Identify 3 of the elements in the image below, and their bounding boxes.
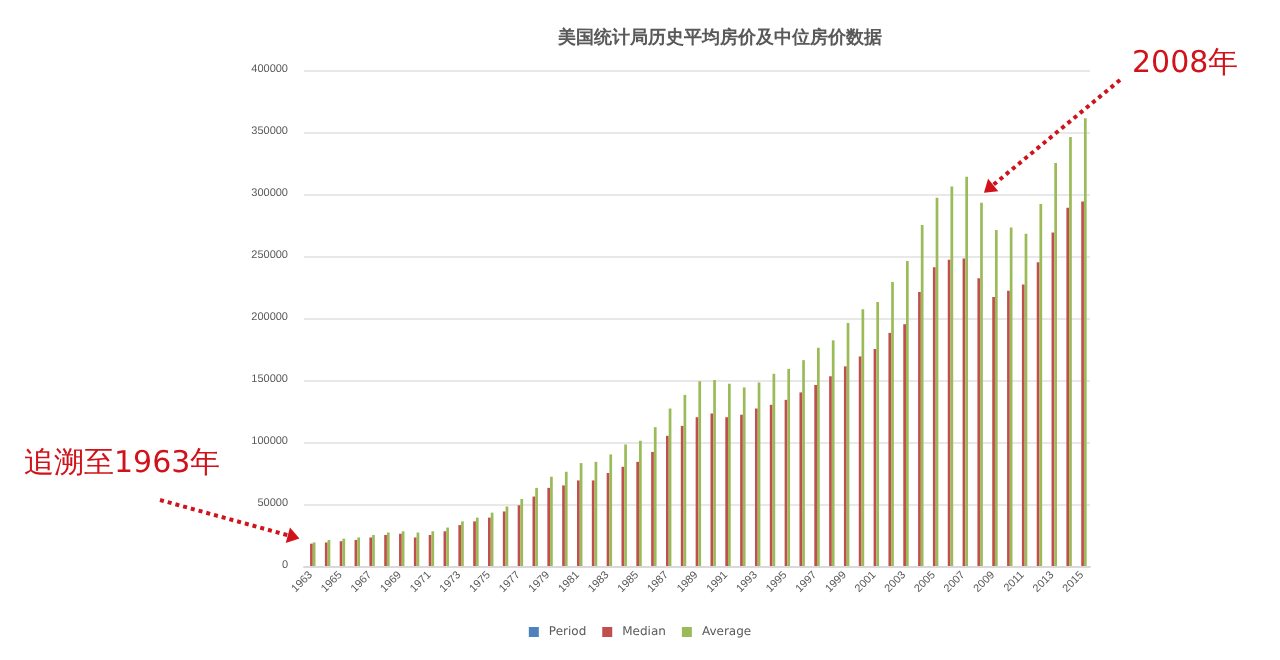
text: 追溯至1963年 (24, 444, 221, 482)
chart-title: 美国统计局历史平均房价及中位房价数据 (556, 27, 882, 49)
text: 2008年 (1132, 44, 1239, 82)
